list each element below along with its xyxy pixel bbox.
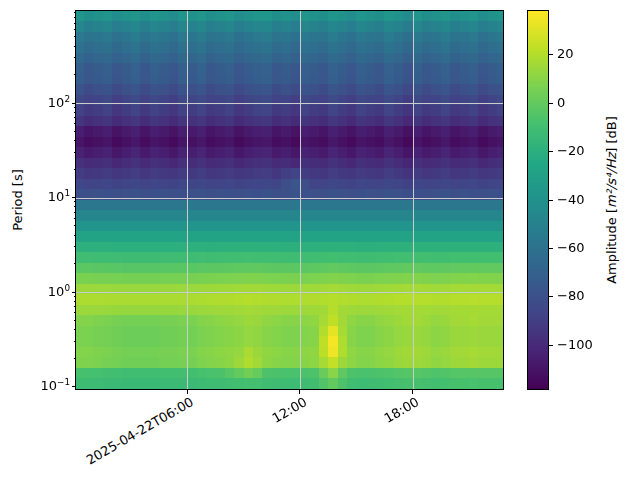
colorbar-label-suffix: ] [dB] xyxy=(604,116,619,153)
colorbar-tick-label: −60 xyxy=(557,241,584,255)
y-tick-label: 102 xyxy=(20,96,70,110)
y-minor-tick xyxy=(74,201,77,202)
y-minor-tick xyxy=(74,296,77,297)
axes-frame xyxy=(75,10,504,390)
y-major-tick xyxy=(72,197,77,198)
colorbar-tick xyxy=(549,54,553,55)
y-major-tick xyxy=(72,386,77,387)
colorbar-tick xyxy=(549,345,553,346)
colorbar-label-prefix: Amplitude [ xyxy=(604,208,619,284)
y-minor-tick xyxy=(74,123,77,124)
y-minor-tick xyxy=(74,23,77,24)
y-minor-tick xyxy=(74,218,77,219)
colorbar-tick xyxy=(549,296,553,297)
y-minor-tick xyxy=(74,320,77,321)
y-minor-tick xyxy=(74,306,77,307)
y-major-tick xyxy=(72,292,77,293)
y-major-tick xyxy=(72,103,77,104)
x-tick-label: 2025-04-22T06:00 xyxy=(85,395,197,468)
y-tick-label: 10−1 xyxy=(20,379,70,393)
colorbar-label: Amplitude [m²/s⁴/Hz] [dB] xyxy=(604,116,619,284)
colorbar-tick-label: −40 xyxy=(557,193,584,207)
colorbar-tick-label: −100 xyxy=(557,338,593,352)
y-minor-tick xyxy=(74,341,77,342)
colorbar-tick-label: −80 xyxy=(557,289,584,303)
y-minor-tick xyxy=(74,169,77,170)
x-major-tick xyxy=(187,389,188,394)
colorbar-tick xyxy=(549,103,553,104)
x-major-tick xyxy=(412,389,413,394)
y-minor-tick xyxy=(74,57,77,58)
y-minor-tick xyxy=(74,74,77,75)
colorbar-tick xyxy=(549,248,553,249)
y-minor-tick xyxy=(74,329,77,330)
y-minor-tick xyxy=(74,131,77,132)
y-minor-tick xyxy=(74,107,77,108)
y-minor-tick xyxy=(74,36,77,37)
y-minor-tick xyxy=(74,12,77,13)
y-minor-tick xyxy=(74,17,77,18)
y-minor-tick xyxy=(74,263,77,264)
colorbar-label-units: m²/s⁴/Hz xyxy=(604,153,619,208)
y-minor-tick xyxy=(74,225,77,226)
colorbar-frame xyxy=(527,10,549,390)
y-minor-tick xyxy=(74,29,77,30)
colorbar-tick xyxy=(549,200,553,201)
y-minor-tick xyxy=(74,246,77,247)
x-major-tick xyxy=(299,389,300,394)
y-tick-label: 101 xyxy=(20,190,70,204)
y-minor-tick xyxy=(74,212,77,213)
colorbar-tick xyxy=(549,151,553,152)
y-minor-tick xyxy=(74,117,77,118)
figure: Period [s] Amplitude [m²/s⁴/Hz] [dB] 102… xyxy=(0,0,640,480)
y-minor-tick xyxy=(74,206,77,207)
colorbar-tick-label: 0 xyxy=(557,96,565,110)
y-tick-label: 100 xyxy=(20,285,70,299)
y-minor-tick xyxy=(74,312,77,313)
colorbar-tick-label: 20 xyxy=(557,47,574,61)
y-minor-tick xyxy=(74,140,77,141)
x-tick-label: 18:00 xyxy=(382,395,421,426)
y-minor-tick xyxy=(74,152,77,153)
x-tick-label: 12:00 xyxy=(270,395,309,426)
y-minor-tick xyxy=(74,358,77,359)
colorbar-tick-label: −20 xyxy=(557,144,584,158)
y-minor-tick xyxy=(74,46,77,47)
y-minor-tick xyxy=(74,235,77,236)
y-minor-tick xyxy=(74,301,77,302)
y-minor-tick xyxy=(74,112,77,113)
